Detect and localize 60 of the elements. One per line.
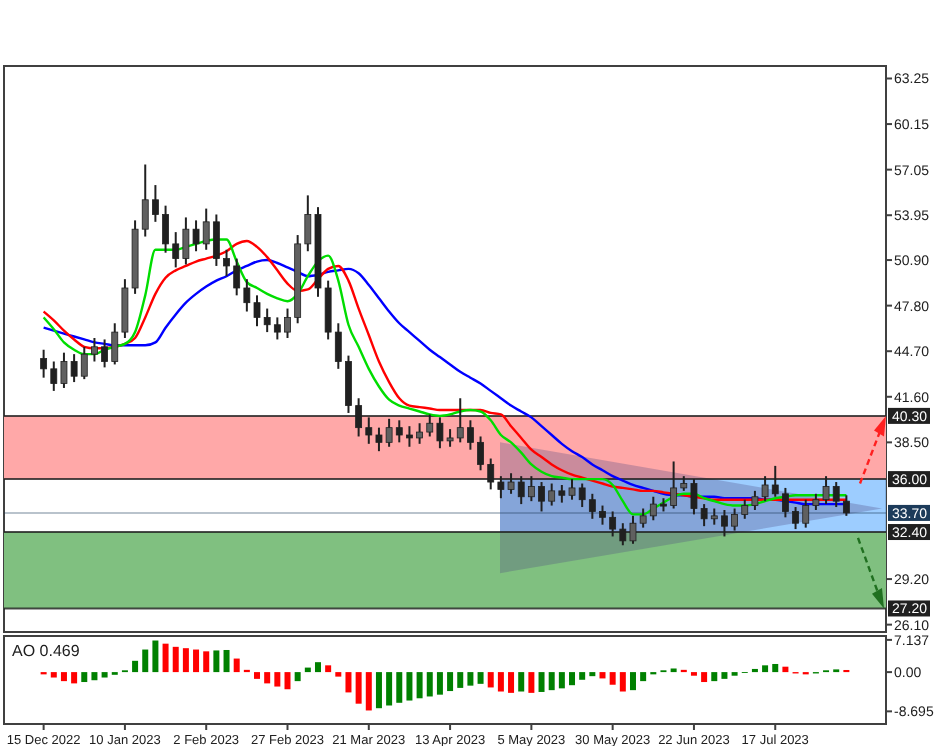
bar — [182, 648, 189, 673]
bar — [579, 672, 586, 680]
bar — [447, 672, 454, 692]
bar — [629, 672, 636, 691]
bar — [558, 672, 565, 689]
bar — [71, 672, 78, 684]
bar — [772, 663, 779, 673]
bar — [538, 672, 545, 692]
bar — [701, 672, 708, 683]
bar — [274, 672, 281, 687]
bar — [762, 665, 769, 673]
bar — [619, 672, 626, 692]
bar — [213, 650, 220, 673]
chart-title: AO 0.469 — [12, 642, 81, 660]
bar — [325, 665, 332, 673]
bar — [457, 672, 464, 688]
bar — [782, 666, 789, 673]
bar — [284, 672, 291, 690]
bar — [152, 640, 159, 673]
bar — [223, 649, 230, 673]
bar — [162, 643, 169, 673]
bar — [314, 662, 321, 673]
bar — [142, 649, 149, 673]
bar — [721, 672, 728, 679]
bar — [345, 672, 352, 693]
bar — [233, 658, 240, 673]
bar — [711, 672, 718, 682]
bar — [467, 672, 474, 686]
bar — [101, 672, 108, 678]
bar — [193, 649, 200, 673]
bar — [375, 672, 382, 709]
bar — [599, 672, 606, 679]
bar — [640, 672, 647, 682]
bar — [406, 672, 413, 701]
bar — [60, 672, 67, 682]
bar — [477, 672, 484, 684]
bar — [254, 672, 261, 679]
bar — [528, 672, 535, 693]
bar — [386, 672, 393, 706]
bar — [569, 672, 576, 686]
bar — [396, 672, 403, 703]
bar — [264, 672, 271, 684]
bar — [365, 672, 372, 711]
bar — [508, 672, 515, 693]
bar — [518, 672, 525, 692]
bar — [416, 672, 423, 699]
bar — [548, 672, 555, 691]
bar — [203, 651, 210, 673]
bar — [91, 672, 98, 681]
bar — [172, 646, 179, 673]
bar — [50, 672, 57, 678]
bar — [436, 672, 443, 695]
bar — [294, 672, 301, 682]
bar — [487, 672, 494, 688]
bar — [81, 672, 88, 683]
bar — [609, 672, 616, 685]
bar — [355, 672, 362, 704]
bar — [132, 660, 139, 673]
bar — [497, 672, 504, 692]
bar — [426, 672, 433, 697]
